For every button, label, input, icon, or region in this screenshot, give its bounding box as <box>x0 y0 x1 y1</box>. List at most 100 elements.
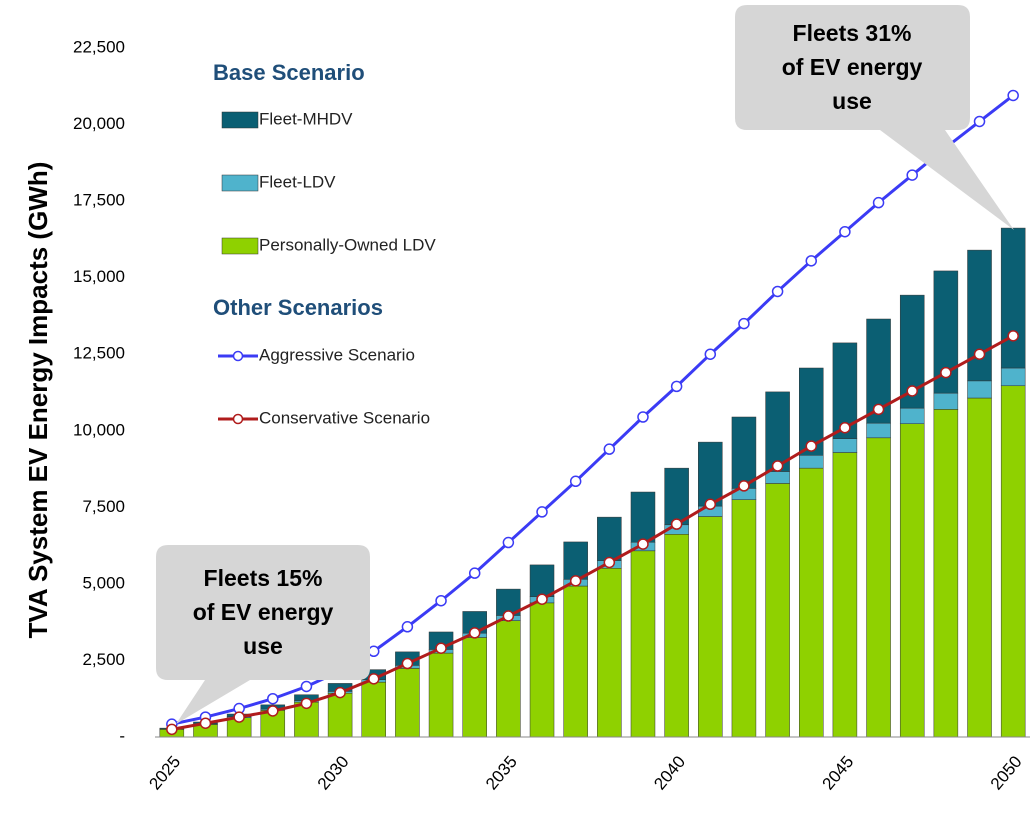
line-marker <box>973 348 986 360</box>
x-tick-label: 2035 <box>482 752 521 793</box>
line-marker <box>771 285 784 298</box>
legend-marker <box>232 413 244 425</box>
line-marker <box>670 380 683 393</box>
bar-segment <box>496 620 521 738</box>
y-tick-label: - <box>119 726 125 745</box>
y-axis-label: TVA System EV Energy Impacts (GWh) <box>23 162 53 639</box>
line <box>171 334 1014 731</box>
line-marker <box>603 556 616 569</box>
bar-segment <box>597 516 622 561</box>
line-marker <box>940 366 952 379</box>
callouts: Fleets 15% of EV energy use Fleets 31% of EV… <box>156 5 1014 724</box>
callout-box <box>156 545 370 724</box>
line-marker <box>805 440 817 452</box>
line-marker <box>872 403 885 416</box>
line-marker <box>468 627 481 639</box>
legend-marker <box>232 350 244 362</box>
line-marker <box>166 723 178 736</box>
legend-label: Conservative Scenario <box>259 408 430 427</box>
bar-segment <box>664 534 689 738</box>
line-marker <box>368 645 380 658</box>
line-marker <box>569 575 582 587</box>
line <box>171 94 1015 726</box>
bar-segment <box>462 637 487 738</box>
line-marker <box>1007 330 1019 342</box>
bar-segment <box>933 409 959 738</box>
bar-segment <box>799 455 824 469</box>
legend-heading: Base Scenario <box>213 60 365 85</box>
y-tick-label: 22,500 <box>73 37 125 56</box>
plot-area: - 2,500 5,000 7,500 10,000 12,500 15,000 17,500… <box>73 37 1030 793</box>
line-marker <box>704 348 717 360</box>
line-marker <box>300 680 313 693</box>
line-marker <box>502 536 515 549</box>
bar-segment <box>597 568 622 738</box>
bar-segment <box>832 452 858 738</box>
line-marker <box>401 621 414 633</box>
bar-segment <box>698 516 723 738</box>
line-marker <box>839 225 851 238</box>
line-marker <box>704 498 717 511</box>
bar-segment <box>765 471 790 484</box>
bar-segment <box>899 423 925 738</box>
bar-segment <box>529 602 555 738</box>
bar-segment <box>967 397 992 738</box>
line-marker <box>536 506 548 518</box>
line-marker <box>738 317 750 330</box>
bar-segment <box>933 392 959 410</box>
bar-segment <box>967 380 992 399</box>
line-marker <box>670 518 683 530</box>
y-tick-label: 7,500 <box>82 497 125 516</box>
line-marker <box>1007 89 1019 102</box>
y-tick-label: 2,500 <box>82 650 125 669</box>
line-marker <box>334 686 346 699</box>
bar-segment <box>664 467 689 526</box>
bar-segment <box>967 249 992 382</box>
bar-segment <box>698 441 723 507</box>
callout-box <box>735 5 1014 230</box>
bar-segment <box>563 541 588 580</box>
line-marker <box>973 115 986 128</box>
legend-label: Fleet-MHDV <box>259 109 353 128</box>
line-marker <box>435 642 447 654</box>
bar-segment <box>529 564 555 598</box>
legend-swatch <box>221 174 259 192</box>
line-marker <box>906 169 918 181</box>
line-marker <box>368 673 380 685</box>
bar-segment <box>1000 385 1026 738</box>
y-tick-label: 10,000 <box>73 420 125 439</box>
line-marker <box>401 657 414 670</box>
bar-segment <box>630 550 656 738</box>
bar-segment <box>327 692 353 738</box>
legend: Base Scenario Fleet-MHDV Fleet-LDV Personal… <box>213 60 436 428</box>
y-tick-label: 17,500 <box>73 191 125 210</box>
line-marker <box>805 255 817 267</box>
legend-swatch <box>221 111 259 129</box>
callout-text: Fleets 31% <box>793 20 912 46</box>
bar-segment <box>866 422 891 439</box>
bar-segment <box>563 585 588 738</box>
bar-segment <box>765 483 790 738</box>
callout-text: use <box>832 88 872 114</box>
line-marker <box>569 475 582 488</box>
line-marker <box>267 692 279 705</box>
bar-segment <box>1000 227 1026 369</box>
line-marker <box>435 594 447 607</box>
line-marker <box>738 480 750 492</box>
legend-heading: Other Scenarios <box>213 295 383 320</box>
x-tick-label: 2050 <box>987 752 1026 793</box>
callout-text: Fleets 15% <box>204 565 323 591</box>
y-tick-label: 20,000 <box>73 114 125 133</box>
bar-segment <box>731 416 757 489</box>
legend-label: Personally-Owned LDV <box>259 235 436 254</box>
bar-segment <box>1000 367 1026 387</box>
line-marker <box>233 711 245 723</box>
line-marker <box>300 697 313 710</box>
bar-segment <box>361 681 386 738</box>
y-tick-label: 15,000 <box>73 267 125 286</box>
line-marker <box>637 538 649 550</box>
bar-segment <box>630 491 656 543</box>
bar-segment <box>428 652 454 738</box>
bar-segment <box>799 467 824 738</box>
